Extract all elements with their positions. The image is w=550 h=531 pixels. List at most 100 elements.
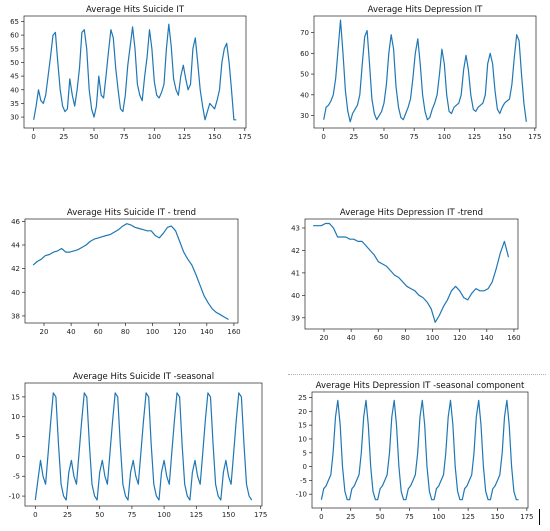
- y-tick-label: 50: [300, 71, 309, 79]
- x-tick-label: 140: [480, 334, 493, 342]
- y-tick-label: 5: [16, 433, 20, 441]
- series-line: [313, 222, 510, 323]
- y-tick-label: 25: [298, 394, 307, 402]
- x-tick-label: 175: [528, 133, 541, 141]
- y-tick-label: 35: [10, 100, 19, 108]
- x-tick-label: 160: [507, 334, 520, 342]
- x-tick-label: 75: [405, 513, 414, 521]
- x-tick-label: 0: [321, 133, 325, 141]
- x-tick-label: 75: [127, 511, 136, 519]
- x-tick-label: 75: [120, 133, 129, 141]
- series-line: [33, 23, 237, 121]
- x-tick-label: 75: [410, 133, 419, 141]
- y-tick-label: 0: [16, 453, 20, 461]
- x-tick-label: 100: [438, 133, 451, 141]
- chart-title: Average Hits Depression IT: [368, 5, 484, 15]
- y-tick-label: 42: [291, 247, 300, 255]
- x-tick-label: 20: [320, 334, 329, 342]
- chart-title: Average Hits Depression IT -seasonal com…: [316, 381, 525, 391]
- x-tick-label: 100: [432, 513, 445, 521]
- x-tick-label: 125: [461, 513, 474, 521]
- chart-svg: Average Hits Depression IT 0 25 50 75 100 125 1…: [300, 5, 541, 141]
- y-tick-label: 50: [10, 59, 19, 67]
- x-tick-label: 80: [121, 328, 130, 336]
- axes-frame: [24, 382, 263, 507]
- y-tick-label: 15: [298, 422, 307, 430]
- axes-frame: [23, 15, 247, 129]
- x-tick-label: 150: [498, 133, 511, 141]
- y-tick-label: 15: [11, 393, 20, 401]
- y-tick-label: 30: [10, 114, 19, 122]
- x-tick-label: 125: [190, 511, 203, 519]
- x-tick-label: 25: [63, 511, 72, 519]
- y-tick-label: 10: [298, 435, 307, 443]
- dotted-separator: [288, 374, 546, 375]
- x-tick-label: 120: [173, 328, 186, 336]
- y-tick-label: 55: [10, 45, 19, 53]
- x-tick-label: 50: [90, 133, 99, 141]
- y-tick-label: 60: [10, 32, 19, 40]
- x-tick-label: 0: [319, 513, 323, 521]
- y-tick-label: -5: [300, 477, 307, 485]
- x-tick-label: 20: [40, 328, 49, 336]
- x-tick-label: 100: [148, 133, 161, 141]
- x-tick-label: 150: [208, 133, 221, 141]
- series-line: [32, 223, 229, 321]
- chart-depression-it-trend: Average Hits Depression IT -trend 20 40 60 8…: [280, 205, 550, 355]
- chart-depression-it-seasonal-component: Average Hits Depression IT -seasonal com…: [290, 378, 550, 528]
- x-tick-label: 50: [380, 133, 389, 141]
- x-tick-label: 60: [94, 328, 103, 336]
- y-tick-label: 42: [11, 265, 20, 273]
- x-tick-label: 150: [491, 513, 504, 521]
- y-tick-label: 41: [291, 269, 300, 277]
- x-tick-label: 25: [349, 133, 358, 141]
- x-tick-label: 100: [146, 328, 159, 336]
- series-line: [323, 19, 527, 123]
- x-tick-label: 50: [376, 513, 385, 521]
- chart-svg: Average Hits Suicide IT - trend 20 40 60 80 1…: [11, 208, 241, 336]
- y-tick-label: 20: [298, 408, 307, 416]
- y-tick-label: 43: [291, 224, 300, 232]
- chart-svg: Average Hits Depression IT -seasonal com…: [296, 381, 534, 521]
- x-tick-label: 150: [222, 511, 235, 519]
- y-tick-label: 45: [10, 73, 19, 81]
- y-tick-label: 10: [11, 413, 20, 421]
- chart-suicide-it-trend: Average Hits Suicide IT - trend 20 40 60 80 1…: [0, 205, 270, 350]
- axes-frame: [304, 218, 519, 330]
- x-tick-label: 80: [401, 334, 410, 342]
- x-tick-label: 160: [227, 328, 240, 336]
- chart-title: Average Hits Suicide IT: [86, 5, 185, 15]
- x-tick-label: 100: [157, 511, 170, 519]
- y-tick-label: -10: [9, 493, 20, 501]
- y-tick-label: -10: [296, 491, 307, 499]
- chart-suicide-it-seasonal: Average Hits Suicide IT -seasonal 0 25 50 75…: [0, 368, 275, 528]
- y-tick-label: 5: [303, 449, 307, 457]
- x-tick-label: 125: [468, 133, 481, 141]
- x-tick-label: 40: [347, 334, 356, 342]
- x-tick-label: 60: [374, 334, 383, 342]
- x-tick-label: 120: [453, 334, 466, 342]
- chart-title: Average Hits Suicide IT -seasonal: [73, 372, 214, 382]
- y-tick-label: 40: [11, 289, 20, 297]
- text-cursor-mark: [539, 509, 540, 525]
- y-tick-label: 65: [10, 18, 19, 26]
- x-tick-label: 125: [178, 133, 191, 141]
- x-tick-label: 0: [31, 133, 35, 141]
- chart-svg: Average Hits Depression IT -trend 20 40 60 8…: [291, 208, 521, 342]
- y-tick-label: 40: [10, 86, 19, 94]
- y-tick-label: 40: [300, 91, 309, 99]
- series-line: [320, 399, 519, 501]
- chart-title: Average Hits Suicide IT - trend: [67, 208, 196, 218]
- y-tick-label: 60: [300, 50, 309, 58]
- x-tick-label: 140: [200, 328, 213, 336]
- x-tick-label: 0: [33, 511, 37, 519]
- axes-frame: [311, 391, 529, 509]
- y-tick-label: 38: [11, 312, 20, 320]
- x-tick-label: 100: [426, 334, 439, 342]
- y-tick-label: 0: [303, 463, 307, 471]
- y-tick-label: 70: [300, 29, 309, 37]
- x-tick-label: 175: [254, 511, 267, 519]
- chart-suicide-it: Average Hits Suicide IT 0 25 50 75 100 125 150 1…: [0, 0, 275, 165]
- y-tick-label: 40: [291, 292, 300, 300]
